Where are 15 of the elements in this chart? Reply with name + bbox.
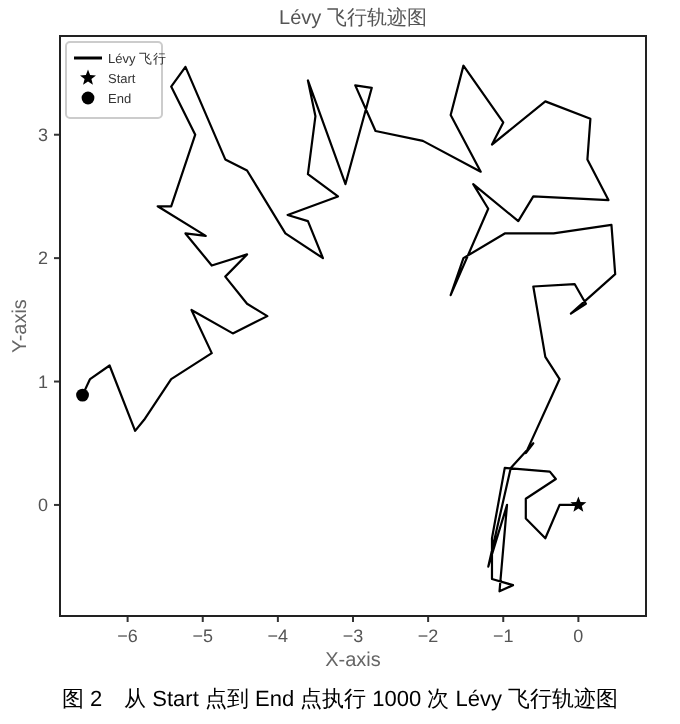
x-tick-label: −5 xyxy=(192,626,214,646)
y-tick-label: 0 xyxy=(37,494,48,515)
x-tick-label: −3 xyxy=(342,626,364,646)
y-tick-label: 2 xyxy=(37,248,48,269)
y-tick-label: 3 xyxy=(37,124,48,145)
x-tick-label: −2 xyxy=(417,626,439,646)
x-tick-label: −4 xyxy=(267,626,289,646)
x-tick-label: 0 xyxy=(573,626,584,646)
x-tick-label: −1 xyxy=(492,626,514,646)
caption: 图 2 从 Start 点到 End 点执行 1000 次 Lévy 飞行轨迹图 xyxy=(61,686,619,712)
chart-title: Lévy 飞行轨迹图 xyxy=(279,6,427,30)
y-axis-title: Y-axis xyxy=(10,299,32,353)
x-tick-label: −6 xyxy=(117,626,138,646)
y-tick-label: 1 xyxy=(37,371,48,392)
x-axis-title: X-axis xyxy=(325,650,381,672)
